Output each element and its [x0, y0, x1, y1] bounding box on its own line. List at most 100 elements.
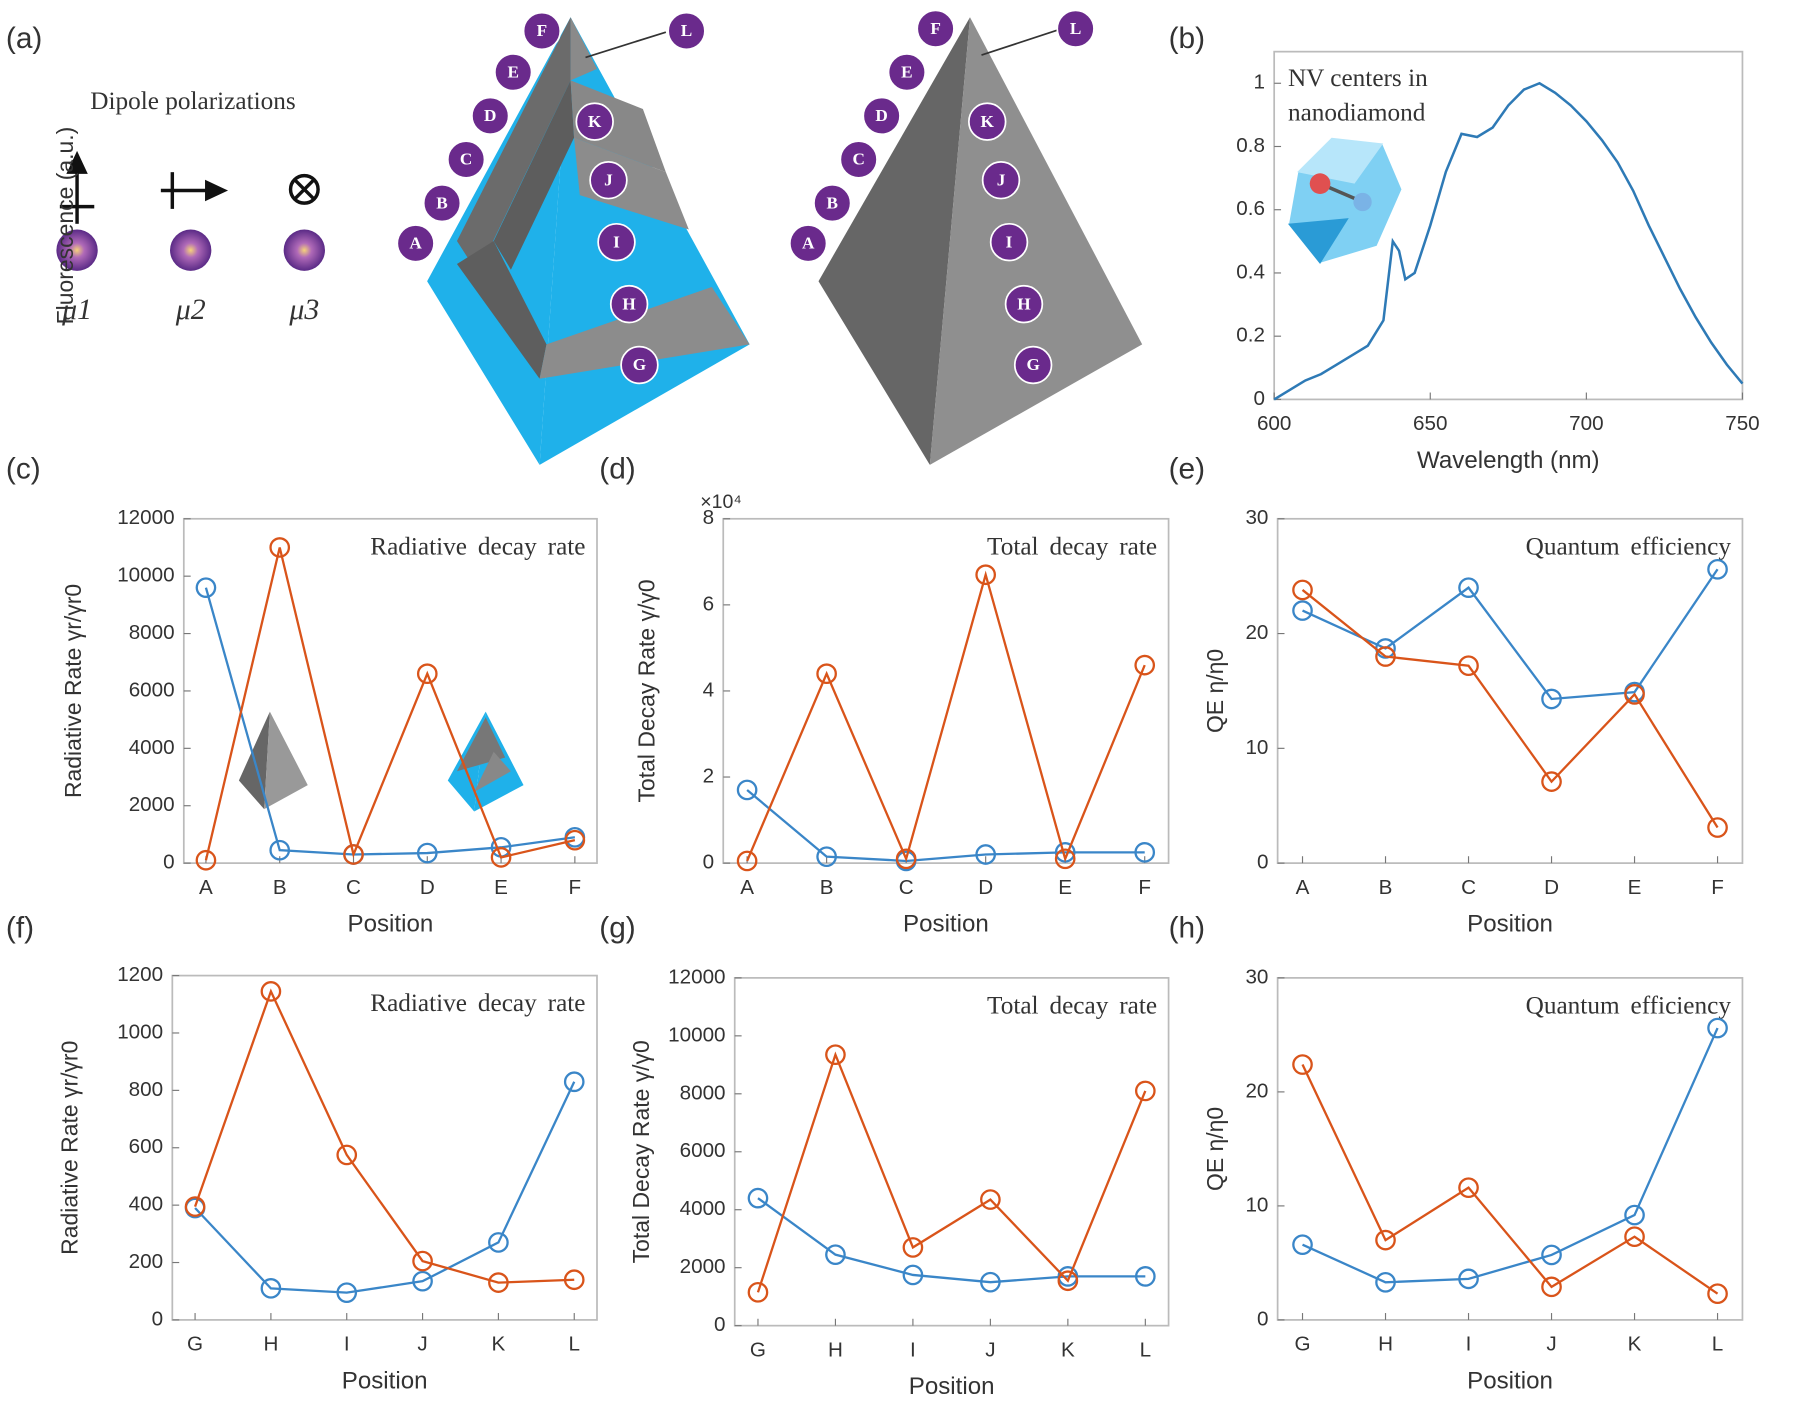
- data-point: [1135, 1266, 1156, 1287]
- position-label: E: [901, 62, 912, 81]
- y-tick-label: 0: [163, 851, 174, 874]
- data-point: [1458, 577, 1479, 598]
- data-point: [1135, 1080, 1156, 1102]
- x-tick-label: E: [1058, 876, 1072, 899]
- dipole-label: μ3: [288, 293, 319, 326]
- chart-title: Radiative decay rate: [370, 989, 585, 1017]
- data-point: [563, 1071, 585, 1093]
- data-point: [488, 1232, 509, 1253]
- position-label: E: [507, 62, 518, 81]
- y-axis-label: Fluorescence (a.u.): [52, 127, 78, 325]
- position-marker: [862, 96, 901, 136]
- position-label: L: [681, 21, 692, 40]
- position-marker: [813, 183, 852, 223]
- y-tick-label: 400: [129, 1193, 163, 1216]
- x-tick-label: F: [569, 876, 582, 899]
- data-point: [902, 1264, 924, 1286]
- x-axis-label: Position: [1467, 910, 1553, 937]
- x-axis-label: Position: [909, 1373, 995, 1400]
- series-line: [746, 789, 1145, 863]
- y-tick-label: 1: [1254, 71, 1265, 94]
- x-tick-label: H: [263, 1333, 278, 1356]
- data-point: [747, 1187, 769, 1209]
- y-tick-label: 0.2: [1236, 324, 1265, 347]
- position-marker: [667, 11, 706, 51]
- y-tick-label: 4000: [129, 736, 175, 759]
- position-marker: [1004, 284, 1044, 324]
- x-tick-label: L: [1140, 1338, 1151, 1361]
- data-point: [343, 844, 364, 865]
- x-tick-label: D: [978, 876, 993, 899]
- x-tick-label: K: [492, 1333, 506, 1356]
- x-tick-label: A: [740, 876, 754, 899]
- y-tick-label: 30: [1245, 506, 1268, 529]
- data-point: [1292, 1234, 1313, 1256]
- y-tick-label: 4: [703, 678, 714, 701]
- x-axis-label: Position: [1467, 1367, 1553, 1394]
- series-line: [1301, 1064, 1719, 1295]
- y-tick-label: 1200: [117, 963, 163, 986]
- data-point: [1292, 579, 1313, 601]
- series-line: [1302, 1027, 1719, 1284]
- dipole-sphere: [283, 229, 325, 271]
- data-point: [1624, 1226, 1645, 1248]
- x-tick-label: G: [750, 1338, 766, 1361]
- x-tick-label: J: [417, 1333, 427, 1356]
- data-point: [736, 850, 758, 872]
- position-label: H: [622, 294, 636, 313]
- x-tick-label: J: [1546, 1333, 1556, 1356]
- pointer: [981, 29, 1059, 56]
- position-marker: [788, 224, 828, 263]
- stepped-pyramid: [427, 17, 750, 465]
- position-marker: [422, 183, 462, 223]
- position-label: H: [1017, 294, 1031, 313]
- y-tick-label: 8000: [680, 1081, 726, 1104]
- position-label: L: [1070, 19, 1081, 38]
- y-multiplier: ×10⁴: [700, 491, 741, 513]
- panel-label: (a): [6, 22, 42, 55]
- data-point: [816, 846, 837, 867]
- position-marker: [981, 160, 1021, 200]
- position-label: D: [875, 106, 887, 125]
- y-tick-label: 800: [129, 1078, 163, 1101]
- axes-box: [1276, 977, 1744, 1321]
- y-tick-label: 0: [1257, 1307, 1268, 1330]
- data-point: [1458, 1177, 1479, 1198]
- data-point: [747, 1281, 769, 1303]
- x-axis-label: Position: [903, 910, 989, 937]
- position-marker: [968, 102, 1007, 141]
- x-tick-label: G: [187, 1333, 203, 1356]
- x-tick-label: 700: [1569, 412, 1603, 435]
- series-line: [757, 1197, 1146, 1284]
- data-point: [1541, 1276, 1562, 1298]
- series-line: [1301, 589, 1719, 829]
- dipole-arrows: [59, 150, 320, 224]
- x-tick-label: K: [1061, 1338, 1075, 1361]
- data-point: [895, 848, 917, 870]
- y-tick-label: 8: [703, 506, 714, 529]
- y-tick-label: 2000: [129, 793, 175, 816]
- x-tick-label: I: [344, 1333, 350, 1356]
- data-point: [1375, 1229, 1396, 1251]
- y-axis-label: QE η/η0: [1202, 1107, 1228, 1191]
- annotation: NV centers in: [1288, 64, 1428, 92]
- position-label: I: [613, 232, 620, 251]
- data-point: [975, 844, 997, 865]
- data-point: [412, 1250, 433, 1272]
- position-marker: [575, 102, 614, 141]
- x-tick-label: D: [1544, 876, 1559, 899]
- position-marker: [916, 9, 955, 48]
- panel-label: (b): [1169, 22, 1205, 55]
- y-tick-label: 0: [152, 1307, 163, 1330]
- x-tick-label: F: [1138, 876, 1151, 899]
- y-tick-label: 200: [129, 1250, 163, 1273]
- y-tick-label: 2: [703, 764, 714, 787]
- data-point: [269, 537, 291, 558]
- position-label: C: [460, 150, 472, 169]
- position-label: A: [409, 233, 422, 252]
- x-tick-label: C: [1461, 876, 1476, 899]
- data-point: [490, 847, 512, 868]
- position-label: K: [981, 112, 995, 131]
- chart-title: Total decay rate: [987, 992, 1157, 1020]
- position-marker: [597, 222, 636, 262]
